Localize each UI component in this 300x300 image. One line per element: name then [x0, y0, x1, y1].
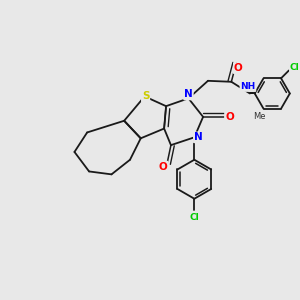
Text: O: O: [234, 63, 242, 73]
Text: O: O: [225, 112, 234, 122]
Text: O: O: [159, 162, 167, 172]
Text: Cl: Cl: [189, 213, 199, 222]
Text: Me: Me: [254, 112, 266, 121]
Text: Cl: Cl: [290, 63, 300, 72]
Text: NH: NH: [240, 82, 256, 91]
Text: N: N: [184, 89, 193, 100]
Text: N: N: [194, 132, 203, 142]
Text: S: S: [142, 92, 149, 101]
